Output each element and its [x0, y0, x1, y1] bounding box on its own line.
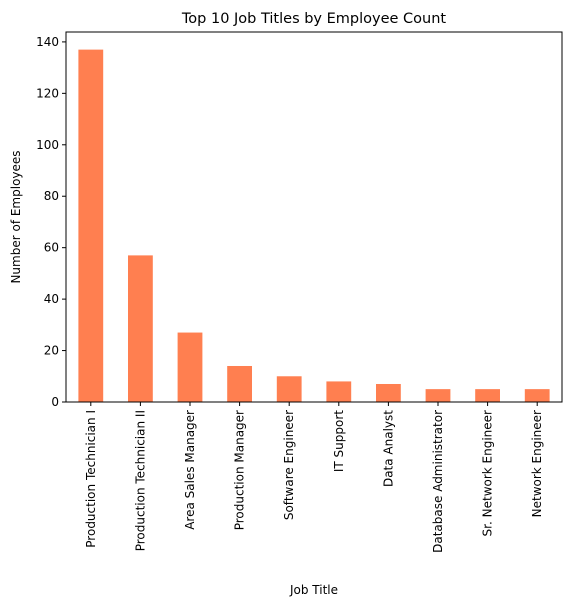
y-tick-label-7: 140	[36, 35, 59, 49]
bar-7	[425, 389, 451, 402]
y-axis-label: Number of Employees	[9, 150, 23, 283]
x-tick-label-4: Software Engineer	[282, 410, 296, 520]
y-tick-label-0: 0	[51, 395, 59, 409]
x-tick-label-3: Production Manager	[233, 410, 247, 530]
bar-9	[524, 389, 550, 402]
x-tick-label-0: Production Technician I	[84, 410, 98, 548]
bar-6	[376, 383, 401, 402]
plot-frame	[65, 31, 563, 403]
plot-area: 0 20 40 60 80 100 120 140 Production Technician …	[36, 31, 563, 553]
x-tick-label-5: IT Support	[332, 410, 346, 472]
x-tick-label-6: Data Analyst	[381, 410, 395, 487]
bar-4	[276, 376, 302, 402]
bar-2	[177, 332, 203, 402]
x-tick-label-9: Network Engineer	[530, 410, 544, 517]
bar-0	[78, 49, 104, 402]
x-tick-label-1: Production Technician II	[133, 410, 147, 551]
y-tick-label-2: 40	[44, 292, 59, 306]
y-tick-label-1: 20	[44, 344, 59, 358]
y-tick-label-6: 120	[36, 86, 59, 100]
bar-5	[326, 381, 352, 402]
x-tick-label-2: Area Sales Manager	[183, 410, 197, 530]
x-axis-label: Job Title	[289, 583, 338, 597]
y-tick-label-3: 60	[44, 241, 59, 255]
chart-title: Top 10 Job Titles by Employee Count	[181, 11, 447, 27]
y-tick-label-4: 80	[44, 189, 59, 203]
bar-1	[128, 255, 153, 402]
bar-3	[227, 365, 252, 402]
x-tick-label-7: Database Administrator	[431, 410, 445, 553]
y-tick-label-5: 100	[36, 138, 59, 152]
x-tick-label-8: Sr. Network Engineer	[481, 410, 495, 537]
bar-8	[475, 389, 500, 402]
